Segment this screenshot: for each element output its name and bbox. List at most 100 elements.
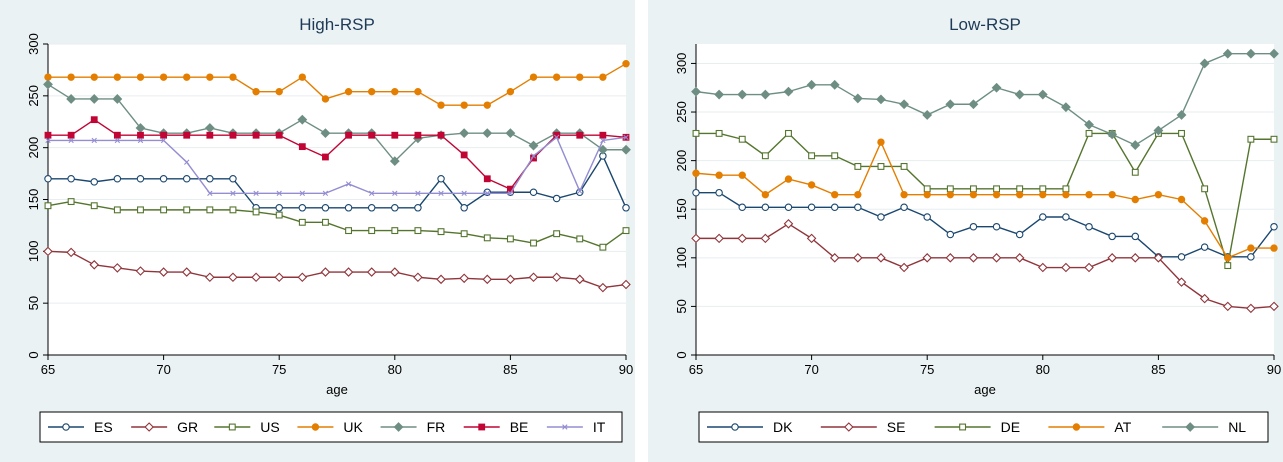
series-uk [44, 59, 630, 109]
data-point-gr [135, 266, 146, 276]
chart-title: Low-RSP [949, 15, 1021, 34]
data-point-it [530, 153, 537, 159]
data-point-gr [274, 272, 284, 283]
x-tick-label: 85 [503, 362, 517, 377]
data-point-se [714, 233, 724, 244]
data-point-dk [923, 213, 931, 221]
series-line-nl [695, 53, 1274, 146]
data-point-fr [528, 140, 539, 151]
data-point-at [807, 181, 816, 189]
data-point-at [715, 171, 723, 179]
data-point-es [529, 188, 538, 196]
data-point-es [136, 175, 145, 183]
data-point-dk [1108, 232, 1116, 241]
data-point-gr [89, 260, 100, 270]
x-axis-label: age [326, 382, 348, 397]
y-tick-label: 300 [674, 53, 689, 75]
data-point-gr [598, 282, 608, 293]
data-point-de [1131, 168, 1139, 176]
data-point-us [599, 243, 607, 251]
data-point-uk [275, 87, 283, 96]
data-point-be [275, 131, 283, 139]
data-point-at [1247, 244, 1255, 252]
data-point-at [877, 138, 885, 146]
data-point-it [114, 137, 121, 144]
series-gr [43, 246, 631, 293]
data-point-at [1039, 190, 1047, 199]
data-point-it [137, 137, 144, 144]
data-point-dk [1200, 243, 1209, 251]
data-point-nl [829, 79, 840, 90]
data-point-it [577, 188, 583, 194]
data-point-us [275, 211, 283, 219]
data-point-se [1084, 262, 1094, 273]
data-point-at [784, 175, 793, 183]
data-point-es [321, 204, 330, 212]
data-point-de [785, 129, 792, 137]
data-point-es [552, 194, 561, 203]
data-point-us [206, 206, 214, 214]
series-line-uk [48, 63, 627, 106]
data-point-es [391, 204, 399, 212]
data-point-be [229, 131, 237, 139]
series-nl [691, 48, 1279, 150]
data-point-fr [597, 144, 608, 155]
data-point-de [854, 163, 862, 170]
data-point-at [1154, 190, 1163, 199]
data-point-gr [436, 274, 446, 285]
data-point-us [229, 206, 237, 214]
data-point-fr [43, 79, 53, 90]
data-point-fr [66, 94, 77, 104]
data-point-it [507, 190, 514, 196]
data-point-se [922, 253, 932, 263]
data-point-de [1039, 185, 1047, 193]
series-be [44, 116, 630, 193]
legend-label-gr: GR [177, 419, 198, 435]
y-tick-label: 150 [26, 189, 41, 211]
data-point-uk [460, 101, 468, 109]
series-line-dk [696, 191, 1275, 258]
data-point-nl [1176, 110, 1187, 120]
x-tick-label: 80 [388, 362, 402, 377]
data-point-at [1200, 217, 1209, 225]
y-tick-label: 0 [26, 351, 41, 358]
legend-label-fr: FR [427, 419, 446, 435]
legend-marker-gr [144, 422, 154, 432]
data-point-uk [552, 73, 561, 81]
data-point-de [1062, 185, 1070, 193]
data-point-gr [482, 274, 493, 285]
data-point-de [969, 185, 977, 193]
data-point-nl [1014, 89, 1025, 100]
legend-marker-uk [311, 423, 320, 431]
legend-label-be: BE [510, 419, 529, 435]
y-tick-label: 250 [26, 85, 41, 107]
data-point-us [368, 227, 376, 235]
data-point-nl [922, 110, 933, 120]
data-point-de [1224, 262, 1232, 270]
data-point-dk [715, 188, 723, 197]
series-us [44, 198, 630, 251]
data-point-us [345, 227, 353, 235]
legend-marker-de [959, 423, 967, 431]
data-point-us [160, 206, 168, 214]
legend-marker-us [228, 423, 236, 431]
data-point-uk [229, 73, 237, 81]
data-point-it [184, 159, 190, 165]
data-point-dk [946, 230, 955, 239]
legend-label-us: US [260, 419, 279, 435]
data-point-gr [251, 272, 261, 283]
data-point-be [599, 131, 607, 139]
data-point-us [252, 208, 260, 216]
data-point-nl [714, 89, 725, 100]
data-point-es [367, 204, 376, 212]
data-point-it [160, 137, 167, 144]
y-tick-label: 300 [26, 33, 41, 55]
data-point-fr [505, 128, 516, 139]
data-point-nl [1269, 48, 1279, 59]
data-point-be [414, 131, 422, 139]
data-point-es [437, 175, 445, 183]
data-point-se [829, 253, 840, 263]
data-point-de [692, 129, 700, 137]
y-tick-label: 100 [26, 240, 41, 262]
data-point-be [183, 131, 191, 139]
